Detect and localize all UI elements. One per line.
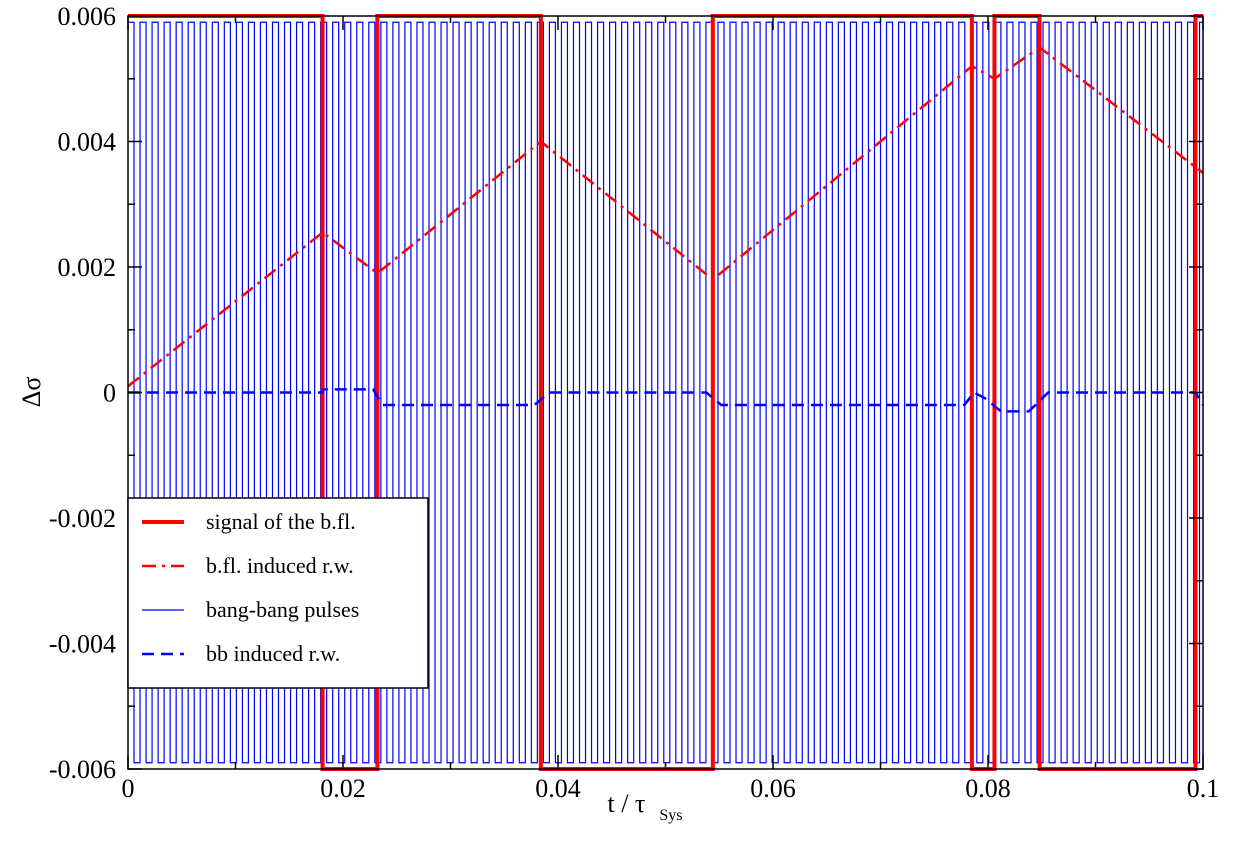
legend-label-2: bang-bang pulses: [206, 597, 359, 622]
legend: signal of the b.fl. b.fl. induced r.w. ban…: [127, 497, 429, 689]
series-line-1: [127, 45, 1204, 388]
x-tick-label: 0.1: [1187, 774, 1220, 803]
x-tick-label: 0.08: [965, 774, 1011, 803]
axis-tick-labels: 0 0.02 0.04 0.06 0.08 0.1 -0.006 -0.004 -0.002 0 0…: [49, 2, 1219, 803]
y-tick-label: 0.004: [58, 128, 117, 157]
legend-box: [127, 497, 429, 689]
y-tick-label: 0: [103, 379, 116, 408]
y-tick-label: -0.006: [49, 755, 116, 784]
legend-label-0: signal of the b.fl.: [206, 509, 356, 534]
axis-ticks: [127, 15, 1204, 770]
legend-label-1: b.fl. induced r.w.: [206, 553, 354, 578]
y-tick-label: 0.002: [58, 253, 117, 282]
legend-label-3: bb induced r.w.: [206, 641, 340, 666]
x-tick-label: 0.06: [750, 774, 796, 803]
y-tick-label: 0.006: [58, 2, 117, 31]
y-tick-label: -0.004: [49, 630, 116, 659]
series-line-3: [128, 388, 1205, 413]
x-tick-label: 0.02: [320, 774, 366, 803]
x-axis-label: t / τ Sys: [607, 789, 682, 824]
y-tick-label: -0.002: [49, 504, 116, 533]
x-tick-label: 0: [122, 774, 135, 803]
y-axis-label: Δσ: [17, 377, 46, 408]
x-tick-label: 0.04: [535, 774, 581, 803]
